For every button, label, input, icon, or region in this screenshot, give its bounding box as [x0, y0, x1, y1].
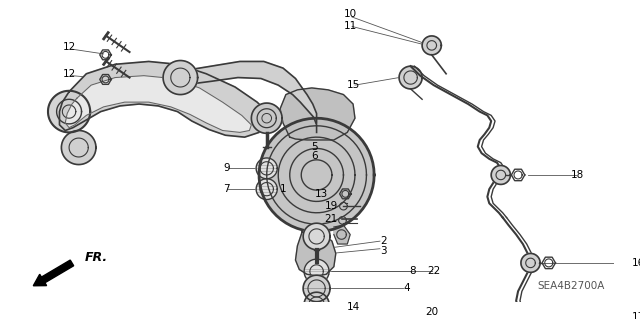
FancyArrow shape [33, 260, 74, 286]
Text: 6: 6 [312, 151, 318, 161]
Polygon shape [65, 76, 252, 132]
Text: 3: 3 [380, 246, 387, 256]
Text: 9: 9 [223, 163, 230, 173]
Text: 2: 2 [380, 236, 387, 246]
Text: 5: 5 [312, 142, 318, 152]
Polygon shape [182, 62, 317, 132]
Polygon shape [259, 118, 374, 232]
Text: 14: 14 [346, 302, 360, 312]
Polygon shape [280, 88, 355, 140]
Text: 7: 7 [223, 184, 230, 194]
Text: 19: 19 [324, 201, 338, 211]
Text: 10: 10 [344, 9, 356, 19]
Polygon shape [303, 275, 330, 302]
Text: 16: 16 [631, 258, 640, 268]
Polygon shape [252, 103, 282, 133]
Text: 22: 22 [427, 266, 440, 277]
Polygon shape [256, 158, 277, 179]
Text: SEA4B2700A: SEA4B2700A [537, 281, 605, 291]
Text: 17: 17 [631, 312, 640, 319]
Polygon shape [163, 61, 198, 94]
Polygon shape [61, 130, 96, 165]
Text: FR.: FR. [84, 251, 108, 264]
Text: 12: 12 [63, 69, 76, 79]
Polygon shape [48, 91, 90, 132]
Text: 11: 11 [344, 21, 356, 32]
Polygon shape [60, 62, 269, 137]
Text: 15: 15 [346, 80, 360, 90]
Text: 12: 12 [63, 42, 76, 52]
Polygon shape [256, 179, 277, 200]
Text: 8: 8 [409, 266, 416, 277]
Text: 20: 20 [425, 307, 438, 317]
Polygon shape [304, 259, 329, 284]
Text: 13: 13 [315, 189, 328, 199]
Text: 18: 18 [571, 170, 584, 180]
Polygon shape [303, 223, 330, 250]
Text: 1: 1 [280, 184, 286, 194]
Polygon shape [399, 66, 422, 89]
Polygon shape [521, 308, 540, 319]
Polygon shape [521, 254, 540, 272]
Text: 21: 21 [324, 214, 338, 224]
Polygon shape [492, 166, 510, 184]
Polygon shape [422, 36, 442, 55]
Polygon shape [304, 292, 329, 317]
Polygon shape [334, 225, 350, 244]
Text: 4: 4 [403, 284, 410, 293]
Polygon shape [296, 232, 336, 276]
